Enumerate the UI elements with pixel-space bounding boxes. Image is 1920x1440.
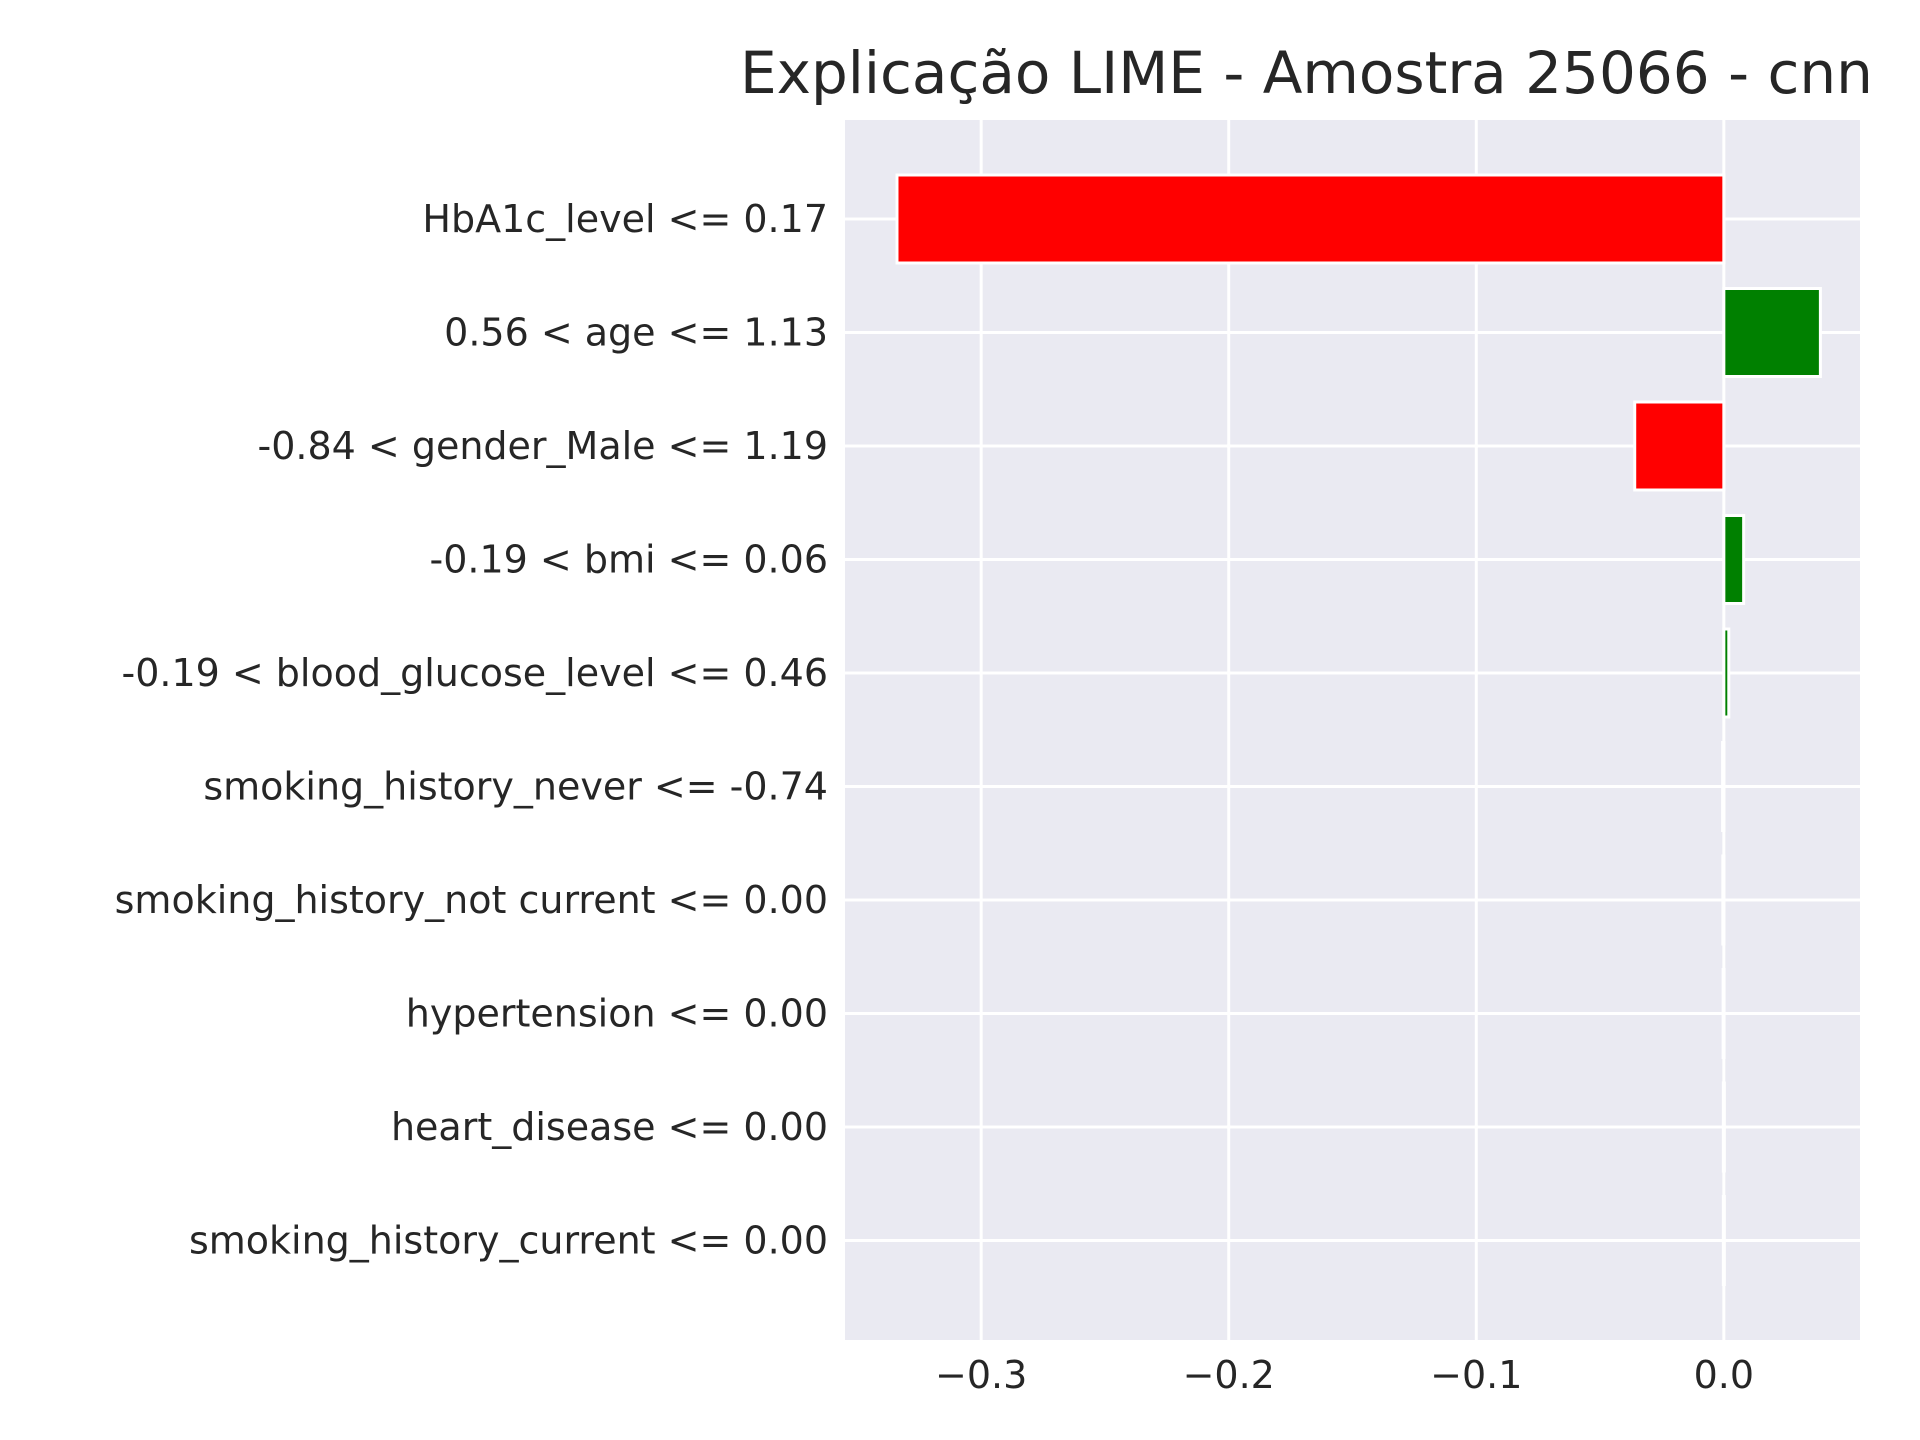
bar-3 <box>1722 514 1746 605</box>
x-tick-label: −0.3 <box>935 1353 1027 1397</box>
bar-0 <box>895 173 1726 265</box>
bar-1 <box>1722 287 1822 378</box>
category-label: HbA1c_level <= 0.17 <box>422 197 828 241</box>
category-labels: HbA1c_level <= 0.17 0.56 < age <= 1.13 -0.… <box>115 197 828 1263</box>
bar-9 <box>1721 1195 1726 1286</box>
category-label: heart_disease <= 0.00 <box>391 1105 828 1149</box>
category-label: -0.19 < bmi <= 0.06 <box>430 538 828 582</box>
x-tick-labels: −0.3 −0.2 −0.1 0.0 <box>935 1353 1754 1397</box>
category-label: hypertension <= 0.00 <box>406 992 828 1036</box>
bar-2 <box>1633 400 1726 492</box>
category-label: -0.19 < blood_glucose_level <= 0.46 <box>121 651 828 695</box>
plot-background <box>845 120 1860 1340</box>
x-tick-label: 0.0 <box>1694 1353 1754 1397</box>
category-label: -0.84 < gender_Male <= 1.19 <box>258 424 828 468</box>
bars <box>895 173 1822 1286</box>
category-label: smoking_history_not current <= 0.00 <box>115 878 828 922</box>
chart-title: Explicação LIME - Amostra 25066 - cnn <box>740 39 1873 107</box>
bar-5 <box>1721 741 1726 832</box>
bar-8 <box>1721 1081 1726 1173</box>
bar-4 <box>1722 627 1731 719</box>
x-tick-label: −0.1 <box>1430 1353 1522 1397</box>
x-tick-label: −0.2 <box>1183 1353 1275 1397</box>
category-label: 0.56 < age <= 1.13 <box>444 311 828 355</box>
bar-6 <box>1721 854 1726 946</box>
bar-7 <box>1721 968 1726 1059</box>
category-label: smoking_history_never <= -0.74 <box>203 765 828 809</box>
category-label: smoking_history_current <= 0.00 <box>189 1219 828 1263</box>
